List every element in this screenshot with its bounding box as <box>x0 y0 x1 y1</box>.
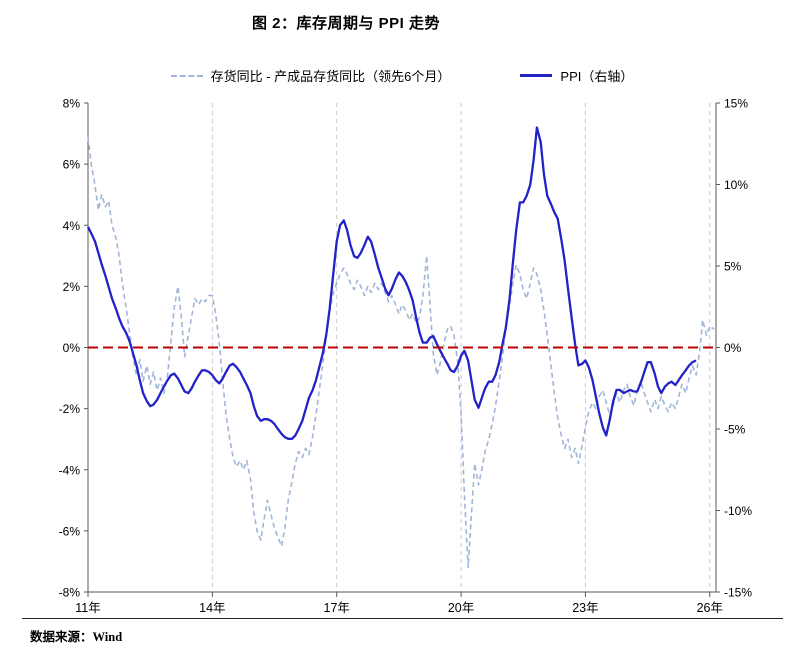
left-axis-label: 6% <box>63 158 81 172</box>
inventory-spread-line <box>87 136 715 569</box>
x-axis-label: 11年 <box>75 601 100 615</box>
ppi-line <box>86 126 697 440</box>
left-axis-label: 2% <box>63 280 81 294</box>
right-axis-label: 10% <box>724 178 748 192</box>
x-axis-label: 17年 <box>324 601 350 615</box>
legend-label-inventory-spread: 存货同比 - 产成品存货同比（领先6个月） <box>210 69 451 84</box>
left-axis-label: 8% <box>63 97 81 111</box>
left-axis-label: -2% <box>59 402 81 416</box>
x-axis-label: 23年 <box>572 601 598 615</box>
legend-label-ppi: PPI（右轴） <box>560 69 634 84</box>
left-axis-label: -4% <box>59 463 81 477</box>
left-axis-label: -8% <box>59 586 81 600</box>
x-axis-label: 14年 <box>199 601 225 615</box>
left-axis-label: -6% <box>59 524 81 538</box>
right-axis-label: -5% <box>724 423 746 437</box>
left-axis-label: 4% <box>63 219 81 233</box>
left-axis-label: 0% <box>63 341 81 355</box>
legend-item-ppi: PPI（右轴） <box>520 66 633 85</box>
dashed-line-sample <box>170 74 203 77</box>
right-axis-label: 5% <box>724 260 742 274</box>
chart-title: 图 2：库存周期与 PPI 走势 <box>251 15 441 32</box>
footer-divider <box>22 618 783 619</box>
chart-legend: 存货同比 - 产成品存货同比（领先6个月） PPI（右轴） <box>88 66 716 85</box>
right-axis-label: 0% <box>724 341 742 355</box>
solid-line-sample <box>520 74 553 77</box>
right-axis-label: 15% <box>724 97 748 111</box>
data-source: 数据来源：Wind <box>30 630 123 644</box>
x-axis-label: 20年 <box>448 601 474 615</box>
x-axis-label: 26年 <box>697 601 723 615</box>
right-axis-label: -15% <box>724 586 752 600</box>
right-axis-label: -10% <box>724 504 752 518</box>
legend-item-inventory-spread: 存货同比 - 产成品存货同比（领先6个月） <box>170 66 451 85</box>
